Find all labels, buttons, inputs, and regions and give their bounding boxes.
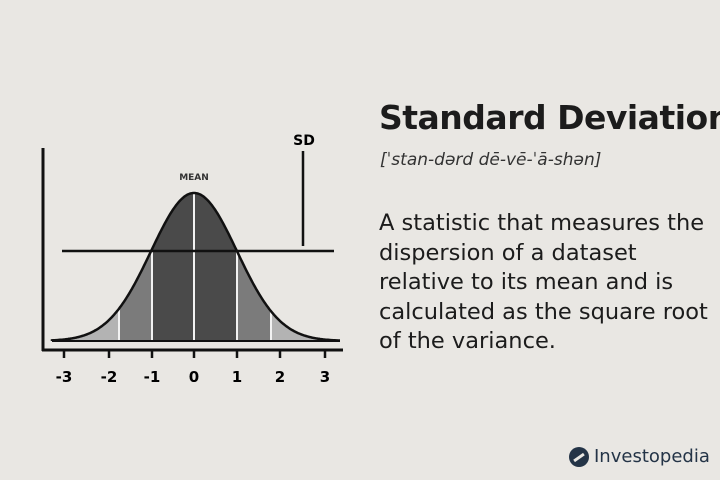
right-tail-region	[271, 311, 340, 341]
investopedia-logo: Investopedia	[569, 446, 710, 467]
x-tick-label: 0	[189, 368, 199, 386]
definition-text: A statistic that measures the dispersion…	[379, 210, 708, 354]
pronunciation: [ˈstan-dərd dē-vē-ˈā-shən]	[380, 150, 602, 170]
sd-label: SD	[293, 133, 315, 149]
normal-distribution-diagram: SD MEAN -3 -2 -1 0 1 2 3	[41, 133, 343, 386]
mean-label: MEAN	[179, 173, 209, 183]
right-middle-region	[237, 251, 271, 341]
left-middle-region	[119, 249, 152, 341]
x-tick-label: 1	[232, 368, 242, 386]
bell-curve	[50, 191, 340, 342]
x-tick-label: -1	[144, 368, 161, 386]
x-tick-label: 2	[275, 368, 285, 386]
x-tick-label: -2	[101, 368, 118, 386]
left-tail-region	[52, 308, 119, 341]
brand-name: Investopedia	[594, 446, 710, 467]
x-tick-label: -3	[56, 368, 73, 386]
investopedia-logo-icon	[569, 446, 589, 467]
x-tick-label: 3	[320, 368, 330, 386]
page-title: Standard Deviation	[379, 98, 720, 137]
